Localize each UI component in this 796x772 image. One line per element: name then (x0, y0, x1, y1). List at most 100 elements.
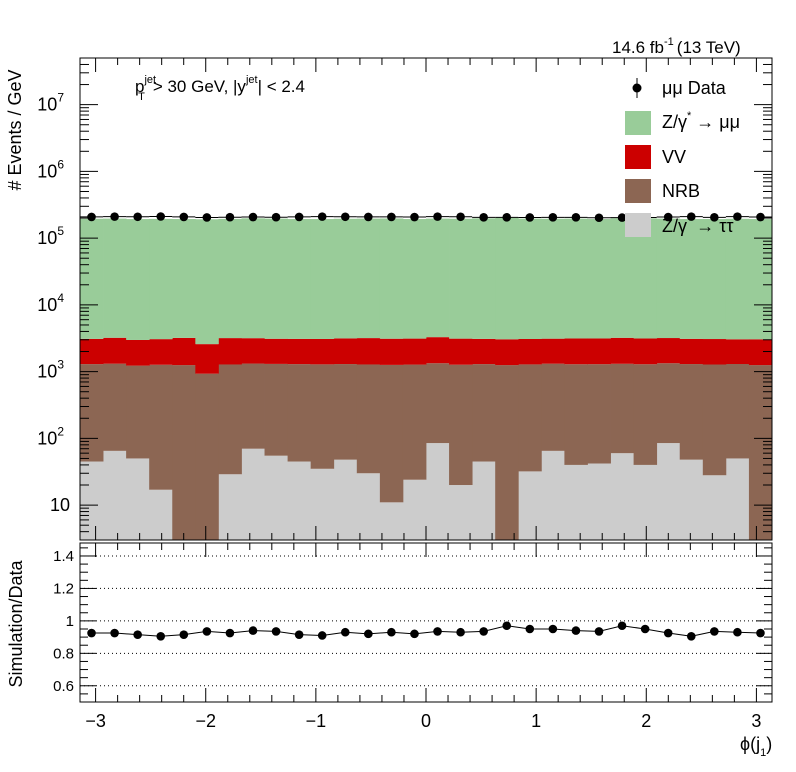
data-point-9 (294, 212, 304, 222)
cut-label: pjet T> 30 GeV, |yjet| < 2.4 (135, 74, 305, 103)
bar-dy_mumu-3 (149, 218, 173, 340)
data-point-7 (248, 212, 258, 222)
y-axis-title: # Events / GeV (5, 69, 25, 190)
data-point-0 (87, 212, 96, 222)
bar-vv-26 (679, 338, 704, 365)
bar-nrb-19 (518, 364, 542, 472)
main-axes: 10 102 103 104 105 106 107 (37, 57, 772, 541)
bar-dy_mumu-17 (472, 218, 496, 339)
bar-vv-6 (218, 338, 242, 365)
ratio-point-14 (410, 629, 419, 639)
ratio-point-10 (317, 631, 327, 640)
ratio-point-3 (156, 631, 166, 641)
ratio-point-23 (617, 621, 627, 631)
ratio-point-5 (202, 627, 212, 636)
x-tick-label: 3 (751, 711, 761, 731)
bar-vv-28 (725, 339, 750, 365)
bar-dy_mumu-2 (126, 219, 150, 340)
bar-nrb-4 (172, 365, 196, 540)
bar-nrb-5 (195, 373, 219, 540)
main-plot: 10 102 103 104 105 106 107 pjet T> 30 GeV, |yje… (5, 36, 773, 541)
data-point-21 (571, 213, 581, 222)
bar-dy_tautau-25 (656, 443, 681, 540)
bar-dy_mumu-23 (610, 218, 634, 338)
ratio-point-6 (225, 628, 235, 638)
bar-dy_tautau-14 (402, 479, 427, 540)
bar-dy_tautau-21 (564, 464, 588, 540)
svg-text:Z/γ*→ μμ: Z/γ* → μμ (662, 110, 740, 132)
ratio-point-7 (248, 626, 258, 635)
x-tick-label: −3 (85, 711, 106, 731)
bar-dy_mumu-21 (564, 218, 588, 339)
bar-dy_mumu-26 (679, 219, 704, 339)
bar-vv-27 (702, 339, 727, 365)
bar-dy_tautau-23 (610, 453, 634, 540)
bar-dy_mumu-8 (264, 218, 288, 339)
bar-dy_mumu-16 (449, 218, 473, 339)
bar-nrb-7 (241, 363, 265, 449)
bar-vv-3 (149, 339, 173, 365)
y-tick-label: 105 (37, 224, 64, 248)
bar-nrb-11 (333, 364, 358, 460)
ratio-point-28 (733, 627, 742, 637)
ratio-point-9 (294, 630, 304, 639)
data-point-29 (756, 212, 765, 222)
data-point-19 (525, 213, 535, 222)
data-point-4 (179, 212, 189, 222)
bar-dy_mumu-6 (218, 218, 242, 339)
bar-nrb-17 (472, 364, 496, 462)
ratio-point-26 (686, 631, 696, 641)
bar-dy_mumu-4 (172, 219, 196, 338)
ratio-point-11 (340, 627, 350, 637)
bar-vv-18 (495, 339, 519, 366)
bar-dy_tautau-2 (126, 458, 150, 540)
bar-dy_tautau-28 (725, 458, 750, 540)
bar-nrb-28 (725, 364, 750, 459)
ratio-gridlines (80, 555, 772, 687)
bar-nrb-12 (356, 364, 381, 474)
data-point-3 (156, 212, 166, 221)
bar-vv-2 (126, 339, 150, 366)
ratio-y-tick-label: 0.6 (53, 678, 74, 695)
x-axis-title: ϕ(j1) (740, 734, 772, 759)
y-tick-label: 102 (37, 424, 64, 448)
data-point-15 (433, 212, 442, 221)
ratio-plot: 0.60.811.21.4−3 −2 −1 0 1 2 3 Simulation/Data … (6, 542, 773, 759)
legend-entry-vv: VV (625, 145, 686, 169)
ratio-point-19 (525, 624, 535, 634)
bar-vv-5 (195, 344, 219, 374)
data-point-6 (225, 212, 235, 222)
bar-nrb-29 (748, 365, 773, 540)
bar-dy_tautau-20 (541, 450, 565, 540)
bar-vv-4 (172, 337, 196, 366)
ratio-point-0 (87, 628, 96, 638)
bar-dy_mumu-7 (241, 218, 265, 339)
data-point-2 (133, 212, 142, 222)
bar-dy_mumu-25 (656, 218, 681, 339)
data-point-22 (594, 213, 604, 223)
bar-nrb-1 (103, 363, 127, 451)
ratio-line (91, 625, 761, 637)
bar-nrb-2 (126, 365, 150, 459)
ratio-point-4 (179, 630, 189, 639)
data-point-25 (663, 212, 673, 222)
ratio-point-25 (663, 628, 673, 638)
data-point-14 (410, 212, 419, 222)
ratio-point-24 (640, 624, 650, 634)
ratio-point-1 (110, 628, 119, 638)
legend-entry-dy-mumu: Z/γ* → μμ (625, 110, 740, 135)
bar-vv-15 (426, 337, 450, 364)
bar-dy_tautau-17 (472, 461, 496, 540)
bar-dy_mumu-5 (195, 219, 219, 345)
bar-vv-19 (518, 338, 542, 365)
bar-vv-8 (264, 338, 288, 364)
bar-dy_mumu-15 (426, 218, 450, 338)
legend-entry-nrb: NRB (625, 179, 700, 203)
bar-nrb-23 (610, 363, 634, 454)
svg-text:NRB: NRB (662, 181, 700, 201)
bar-nrb-25 (656, 363, 681, 444)
data-point-28 (733, 212, 742, 221)
bar-dy_mumu-11 (333, 218, 358, 339)
bar-dy_tautau-8 (264, 455, 288, 540)
bar-nrb-3 (149, 364, 173, 490)
